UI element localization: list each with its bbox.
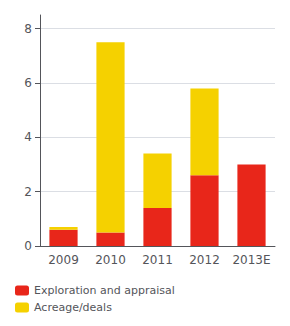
svg-text:Exploration and appraisal: Exploration and appraisal (34, 284, 175, 297)
svg-text:2: 2 (24, 185, 32, 199)
svg-text:2013E: 2013E (232, 253, 270, 267)
svg-text:2010: 2010 (95, 253, 126, 267)
svg-text:Acreage/deals: Acreage/deals (34, 301, 112, 314)
svg-text:2011: 2011 (142, 253, 173, 267)
svg-text:0: 0 (24, 239, 32, 253)
svg-text:2012: 2012 (189, 253, 220, 267)
svg-text:8: 8 (24, 22, 32, 36)
svg-text:4: 4 (24, 130, 32, 144)
svg-text:6: 6 (24, 76, 32, 90)
svg-text:2009: 2009 (48, 253, 79, 267)
